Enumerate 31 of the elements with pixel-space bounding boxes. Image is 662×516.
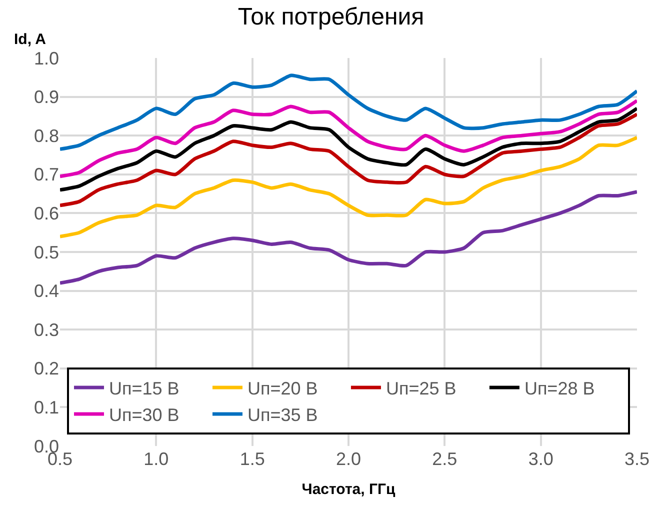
legend-label: Uп=28 В xyxy=(524,378,595,399)
y-tick-label: 0.2 xyxy=(34,358,59,379)
line-series xyxy=(60,74,637,151)
y-tick-label: 0.5 xyxy=(34,242,59,262)
legend-label: Uп=30 В xyxy=(109,404,180,425)
legend-label: Uп=35 В xyxy=(247,404,318,425)
x-tick-label: 2.0 xyxy=(336,449,362,469)
line-series xyxy=(60,136,637,238)
y-tick-label: 0.1 xyxy=(34,398,59,418)
x-tick-label: 3.5 xyxy=(624,449,650,469)
y-tick-label: 0.6 xyxy=(34,204,59,224)
y-tick-label: 1.0 xyxy=(34,48,59,68)
y-tick-label: 0.9 xyxy=(34,87,59,108)
y-tick-label: 0.8 xyxy=(34,126,59,146)
chart-title: Ток потребления xyxy=(238,4,424,31)
y-tick-label: 0.7 xyxy=(34,164,59,185)
x-tick-label: 1.0 xyxy=(144,449,169,469)
line-series xyxy=(60,98,637,178)
line-series xyxy=(60,106,637,192)
y-tick-label: 0.4 xyxy=(34,281,59,302)
x-tick-label: 2.5 xyxy=(432,449,458,469)
legend-label: Uп=15 В xyxy=(109,378,180,399)
y-tick-label: 0.3 xyxy=(34,320,59,340)
y-axis-title: Id, A xyxy=(14,31,46,48)
x-axis-title: Частота, ГГц xyxy=(302,481,396,498)
line-series xyxy=(60,112,637,208)
legend-label: Uп=20 В xyxy=(247,378,318,399)
x-tick-label: 3.0 xyxy=(528,449,554,469)
x-tick-label: 1.5 xyxy=(240,449,265,469)
legend-label: Uп=25 В xyxy=(386,378,456,399)
line-series xyxy=(60,190,637,285)
